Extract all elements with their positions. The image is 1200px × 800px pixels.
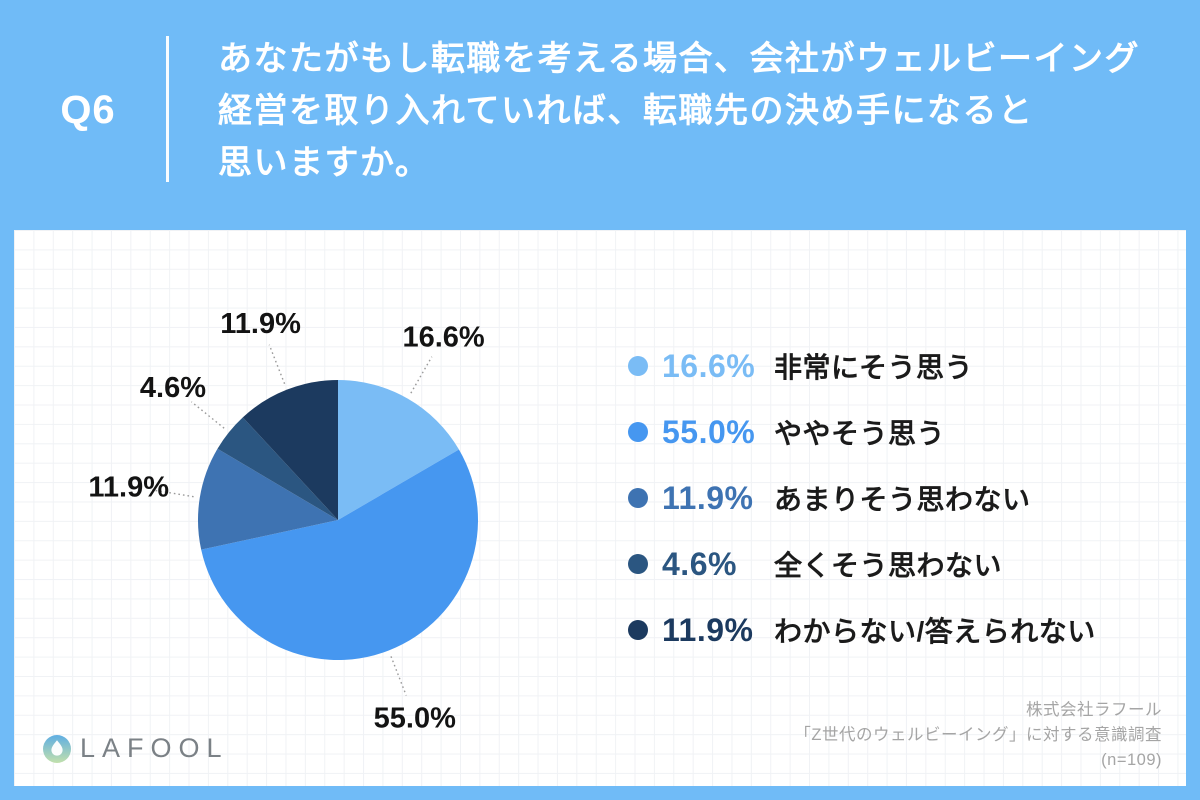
pie-value-label-3: 11.9% — [88, 471, 169, 503]
legend-label: ややそう思う — [774, 418, 946, 449]
question-line-2: 経営を取り入れていれば、転職先の決め手になると — [218, 92, 1034, 130]
legend-item-3: 11.9% あまりそう思わない — [628, 478, 1096, 518]
legend-dot-icon — [628, 488, 648, 508]
header-divider — [166, 36, 169, 182]
pie-slice-5 — [242, 380, 338, 520]
pie-slice-4 — [217, 417, 338, 520]
question-line-1: あなたがもし転職を考える場合、会社がウェルビーイング — [218, 40, 1140, 78]
lafool-drop-icon — [43, 734, 71, 763]
chart-legend: 16.6% 非常にそう思う 55.0% ややそう思う 11.9% あまりそう思わない 4.6… — [628, 346, 1096, 676]
legend-label: 全くそう思わない — [774, 550, 1003, 581]
legend-label: あまりそう思わない — [774, 484, 1031, 515]
pie-value-label-2: 55.0% — [374, 703, 456, 735]
legend-dot-icon — [628, 554, 648, 574]
brand-name: LAFOOL — [80, 733, 229, 763]
legend-dot-icon — [628, 620, 648, 640]
leader-line-1 — [410, 356, 433, 394]
legend-item-4: 4.6% 全くそう思わない — [628, 544, 1096, 584]
legend-percent: 11.9% — [662, 611, 754, 648]
chart-card: 16.6% 55.0% 11.9% 4.6% 11.9% 16.6% 非常にそう思う 55.… — [14, 230, 1186, 786]
leader-line-4 — [190, 401, 225, 429]
source-note: 株式会社ラフール 「Z世代のウェルビーイング」に対する意識調査 (n=109) — [794, 698, 1162, 773]
pie-slice-2 — [201, 449, 479, 661]
pie-value-label-5: 11.9% — [220, 308, 301, 340]
legend-dot-icon — [628, 356, 648, 376]
legend-percent: 4.6% — [662, 545, 737, 582]
legend-item-2: 55.0% ややそう思う — [628, 412, 1096, 452]
source-line-3: (n=109) — [1101, 751, 1162, 769]
question-header: Q6 あなたがもし転職を考える場合、会社がウェルビーイング 経営を取り入れていれ… — [0, 0, 1200, 230]
leader-line-2 — [390, 656, 407, 696]
source-line-1: 株式会社ラフール — [1026, 701, 1162, 719]
legend-label: わからない/答えられない — [774, 616, 1096, 647]
pie-slice-3 — [198, 448, 338, 550]
source-line-2: 「Z世代のウェルビーイング」に対する意識調査 — [794, 726, 1162, 744]
legend-item-1: 16.6% 非常にそう思う — [628, 346, 1096, 386]
question-number: Q6 — [60, 88, 116, 132]
legend-percent: 16.6% — [662, 347, 756, 384]
pie-value-label-1: 16.6% — [402, 321, 484, 353]
legend-label: 非常にそう思う — [774, 352, 973, 383]
question-text: あなたがもし転職を考える場合、会社がウェルビーイング 経営を取り入れていれば、転… — [218, 33, 1140, 189]
legend-dot-icon — [628, 422, 648, 442]
leader-line-5 — [268, 344, 286, 385]
pie-value-label-4: 4.6% — [140, 372, 206, 404]
question-line-3: 思いますか。 — [218, 144, 431, 182]
legend-item-5: 11.9% わからない/答えられない — [628, 610, 1096, 650]
pie-slice-1 — [338, 380, 459, 520]
legend-percent: 11.9% — [662, 479, 754, 516]
brand-logo: LAFOOL — [43, 733, 229, 764]
legend-percent: 55.0% — [662, 413, 756, 450]
pie-chart: 16.6% 55.0% 11.9% 4.6% 11.9% — [88, 308, 485, 735]
